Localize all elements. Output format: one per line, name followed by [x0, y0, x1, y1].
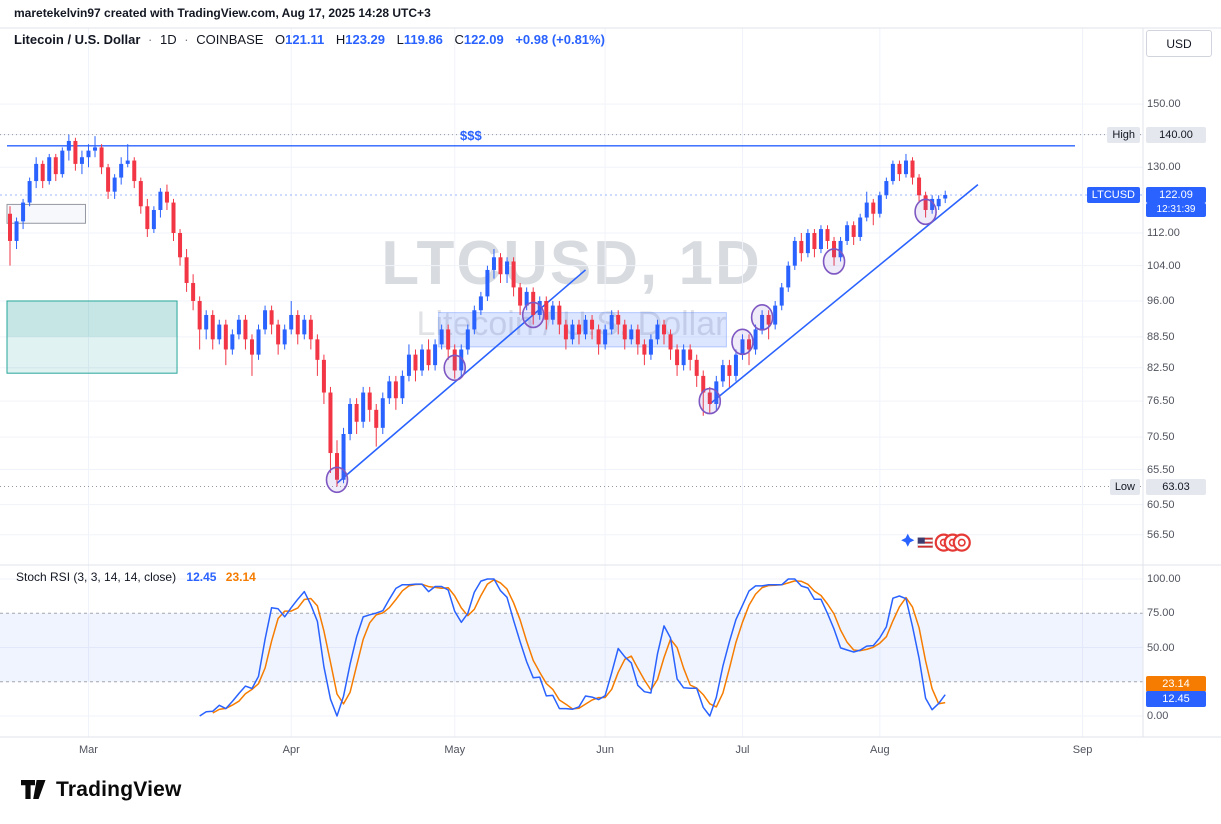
- symbol-title[interactable]: Litecoin / U.S. Dollar: [14, 32, 141, 47]
- high-value: 123.29: [345, 32, 385, 47]
- close-label: C: [454, 32, 464, 47]
- stoch-k-badge: 12.45: [1146, 690, 1206, 707]
- indicator-axis-label: 50.00: [1147, 641, 1175, 654]
- price-axis-label: 96.00: [1147, 294, 1175, 307]
- time-axis-label: Sep: [1072, 744, 1093, 756]
- dollar-line-label[interactable]: $$$: [460, 127, 482, 143]
- low-value: 119.86: [403, 32, 443, 47]
- swing-low-circles[interactable]: [325, 198, 937, 494]
- main-chart-canvas[interactable]: [0, 0, 1221, 770]
- tradingview-logo-icon: [21, 780, 46, 799]
- bar-countdown-badge: 12:31:39: [1146, 202, 1206, 217]
- time-axis-label: Aug: [870, 744, 890, 756]
- time-axis-label: Apr: [282, 744, 300, 756]
- stoch-d-line: [212, 578, 946, 714]
- price-axis-label: 76.50: [1147, 395, 1175, 408]
- exchange-label: COINBASE: [196, 32, 264, 47]
- price-axis-label: 88.50: [1147, 330, 1175, 343]
- flag-target-sticker[interactable]: [901, 533, 971, 552]
- price-axis-label: 56.50: [1147, 528, 1175, 541]
- separator-dot: ·: [184, 32, 189, 47]
- price-axis-label: 60.50: [1147, 498, 1175, 511]
- open-label: O: [275, 32, 286, 47]
- low-marker-value: 63.03: [1146, 478, 1206, 495]
- last-price-symbol-badge: LTCUSD: [1086, 186, 1140, 203]
- stoch-k-line: [199, 578, 946, 717]
- price-axis-label: 65.50: [1147, 463, 1175, 476]
- indicator-title[interactable]: Stoch RSI (3, 3, 14, 14, close): [16, 570, 177, 584]
- price-axis-label: 130.00: [1147, 161, 1181, 174]
- time-axis-label: Mar: [78, 744, 98, 756]
- low-marker-label: Low: [1109, 478, 1140, 495]
- candlestick-series: [8, 134, 948, 487]
- price-axis-label: 82.50: [1147, 361, 1175, 374]
- high-marker-value: 140.00: [1146, 126, 1206, 143]
- symbol-header: Litecoin / U.S. Dollar · 1D · COINBASE O…: [14, 32, 605, 47]
- attribution-text: maretekelvin97 created with TradingView.…: [14, 6, 431, 20]
- high-label: H: [335, 32, 346, 47]
- indicator-axis-label: 75.00: [1147, 607, 1175, 620]
- tradingview-logo-text: TradingView: [56, 778, 182, 801]
- separator-dot: ·: [148, 32, 153, 47]
- currency-toggle-button[interactable]: USD: [1146, 30, 1212, 57]
- change-value: +0.98 (+0.81%): [515, 32, 605, 47]
- time-axis-label: Jul: [735, 744, 750, 756]
- tradingview-logo[interactable]: TradingView: [20, 778, 182, 802]
- time-axis-label: Jun: [596, 744, 614, 756]
- zone-boxes[interactable]: [6, 203, 727, 374]
- low-label: L: [396, 32, 404, 47]
- high-marker-label: High: [1107, 126, 1140, 143]
- open-value: 121.11: [285, 32, 325, 47]
- indicator-axis-label: 100.00: [1147, 573, 1181, 585]
- stoch-rsi-pane: [0, 578, 1143, 717]
- close-value: 122.09: [463, 32, 504, 47]
- indicator-header: Stoch RSI (3, 3, 14, 14, close) 12.45 23…: [16, 570, 256, 584]
- price-axis-label: 150.00: [1147, 98, 1181, 111]
- stoch-d-value: 23.14: [225, 570, 256, 584]
- stoch-k-value: 12.45: [186, 570, 217, 584]
- price-level-lines: [0, 134, 1143, 488]
- price-axis-label: 104.00: [1147, 259, 1181, 272]
- pane-separators: [0, 27, 1221, 738]
- indicator-axis-label: 0.00: [1147, 710, 1169, 722]
- last-price-badge: 122.09: [1146, 186, 1206, 203]
- interval-label[interactable]: 1D: [160, 32, 177, 47]
- stoch-d-badge: 23.14: [1146, 676, 1206, 693]
- time-axis-label: May: [444, 744, 466, 756]
- price-axis-label: 112.00: [1147, 226, 1180, 239]
- price-axis-label: 70.50: [1147, 431, 1175, 444]
